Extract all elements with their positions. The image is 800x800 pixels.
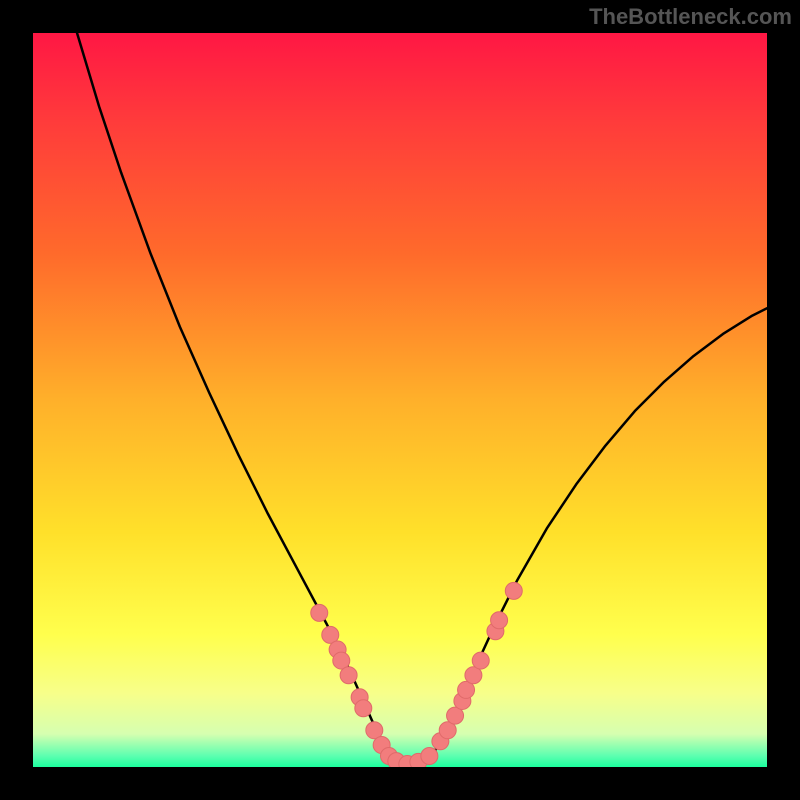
data-marker [472,652,489,669]
data-marker [505,582,522,599]
plot-background [33,33,767,767]
data-marker [355,700,372,717]
data-marker [421,747,438,764]
data-marker [491,612,508,629]
bottleneck-chart-svg [0,0,800,800]
chart-root: TheBottleneck.com [0,0,800,800]
data-marker [311,604,328,621]
data-marker [340,667,357,684]
watermark-text: TheBottleneck.com [589,4,792,30]
